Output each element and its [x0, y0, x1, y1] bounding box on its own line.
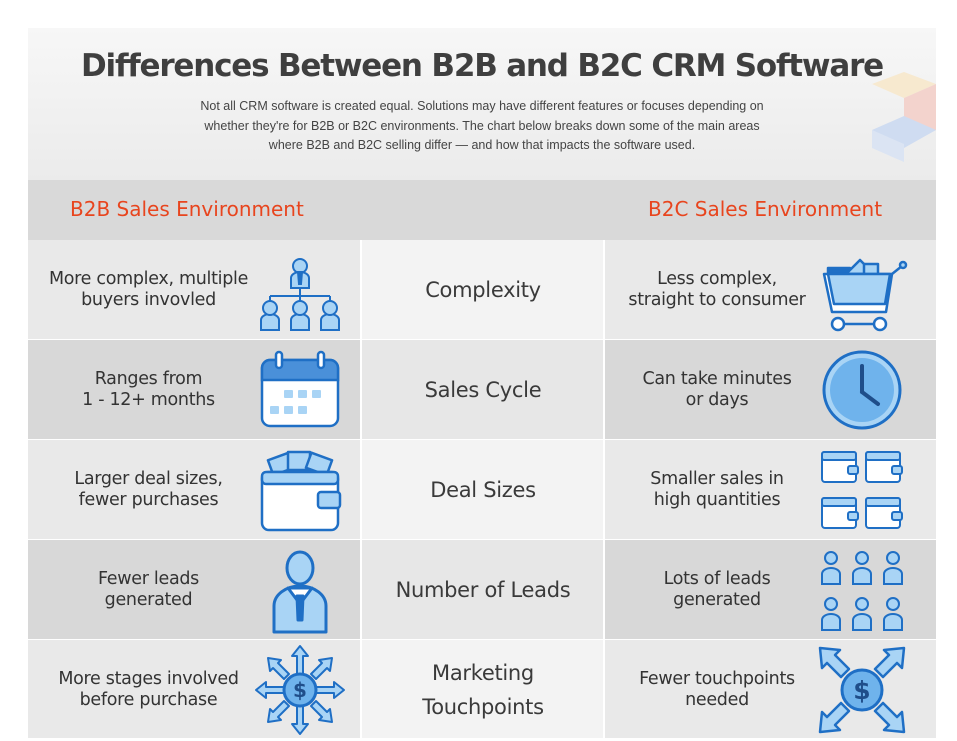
row-divider	[28, 339, 936, 340]
b2b-description: Ranges from 1 - 12+ months	[82, 368, 215, 410]
comparison-row-number-of-leads: Fewer leads generated Number of Leads Lo…	[28, 540, 936, 639]
single-person-icon	[272, 550, 328, 634]
b2c-cell: Less complex, straight to consumer	[604, 240, 936, 339]
b2c-cell: Fewer touchpoints needed $	[604, 640, 936, 738]
b2c-cell: Lots of leads generated	[604, 540, 936, 639]
b2c-description: Fewer touchpoints needed	[639, 668, 795, 710]
many-people-icon	[821, 551, 903, 631]
comparison-row-complexity: More complex, multiple buyers invovled	[28, 240, 936, 339]
header: Differences Between B2B and B2C CRM Soft…	[28, 28, 936, 180]
svg-text:$: $	[293, 678, 307, 702]
b2c-description: Lots of leads generated	[663, 568, 771, 610]
b2b-cell: More stages involved before purchase $	[28, 640, 362, 738]
calendar-icon	[260, 350, 340, 428]
category-cell: Sales Cycle	[362, 340, 604, 439]
four-arrows-dollar-icon: $	[818, 646, 906, 734]
b2b-description: More complex, multiple buyers invovled	[48, 268, 249, 310]
b2b-description: More stages involved before purchase	[58, 668, 239, 710]
b2c-description: Can take minutes or days	[642, 368, 792, 410]
comparison-row-deal-sizes: Larger deal sizes, fewer purchases Deal …	[28, 440, 936, 539]
category-label: Sales Cycle	[424, 377, 542, 402]
row-divider	[28, 639, 936, 640]
org-chart-buyers-icon	[260, 258, 340, 331]
b2c-description: Less complex, straight to consumer	[628, 268, 806, 310]
category-label: Complexity	[425, 277, 541, 302]
infographic-card: Differences Between B2B and B2C CRM Soft…	[28, 28, 936, 738]
b2b-column-heading: B2B Sales Environment	[70, 197, 304, 221]
b2c-column-heading: B2C Sales Environment	[648, 197, 883, 221]
b2c-cell: Smaller sales in high quantities	[604, 440, 936, 539]
page-subtitle: Not all CRM software is created equal. S…	[200, 99, 764, 152]
b2c-cell: Can take minutes or days	[604, 340, 936, 439]
column-divider	[360, 240, 362, 738]
column-divider	[603, 240, 605, 738]
b2b-cell: Larger deal sizes, fewer purchases	[28, 440, 362, 539]
large-wallet-icon	[260, 450, 342, 532]
comparison-row-sales-cycle: Ranges from 1 - 12+ months	[28, 340, 936, 439]
b2b-cell: Fewer leads generated	[28, 540, 362, 639]
category-label: Deal Sizes	[430, 477, 536, 502]
b2b-description: Fewer leads generated	[98, 568, 199, 610]
category-cell: Marketing Touchpoints	[362, 640, 604, 738]
category-label: Marketing Touchpoints	[422, 660, 544, 719]
b2b-cell: More complex, multiple buyers invovled	[28, 240, 362, 339]
b2b-cell: Ranges from 1 - 12+ months	[28, 340, 362, 439]
category-cell: Complexity	[362, 240, 604, 339]
category-cell: Number of Leads	[362, 540, 604, 639]
column-header-bar: B2B Sales Environment B2C Sales Environm…	[28, 180, 936, 240]
decorative-cube-icon	[872, 72, 936, 162]
category-cell: Deal Sizes	[362, 440, 604, 539]
shopping-cart-icon	[822, 258, 908, 332]
row-divider	[28, 539, 936, 540]
many-arrows-dollar-icon: $	[255, 645, 345, 735]
b2b-description: Larger deal sizes, fewer purchases	[74, 468, 223, 510]
category-label: Number of Leads	[395, 577, 571, 602]
row-divider	[28, 439, 936, 440]
svg-text:$: $	[853, 676, 870, 705]
clock-icon	[822, 350, 902, 430]
small-wallets-icon	[821, 451, 903, 529]
b2c-description: Smaller sales in high quantities	[650, 468, 784, 510]
comparison-row-marketing-touchpoints: More stages involved before purchase $ M…	[28, 640, 936, 738]
page-title: Differences Between B2B and B2C CRM Soft…	[80, 48, 884, 84]
